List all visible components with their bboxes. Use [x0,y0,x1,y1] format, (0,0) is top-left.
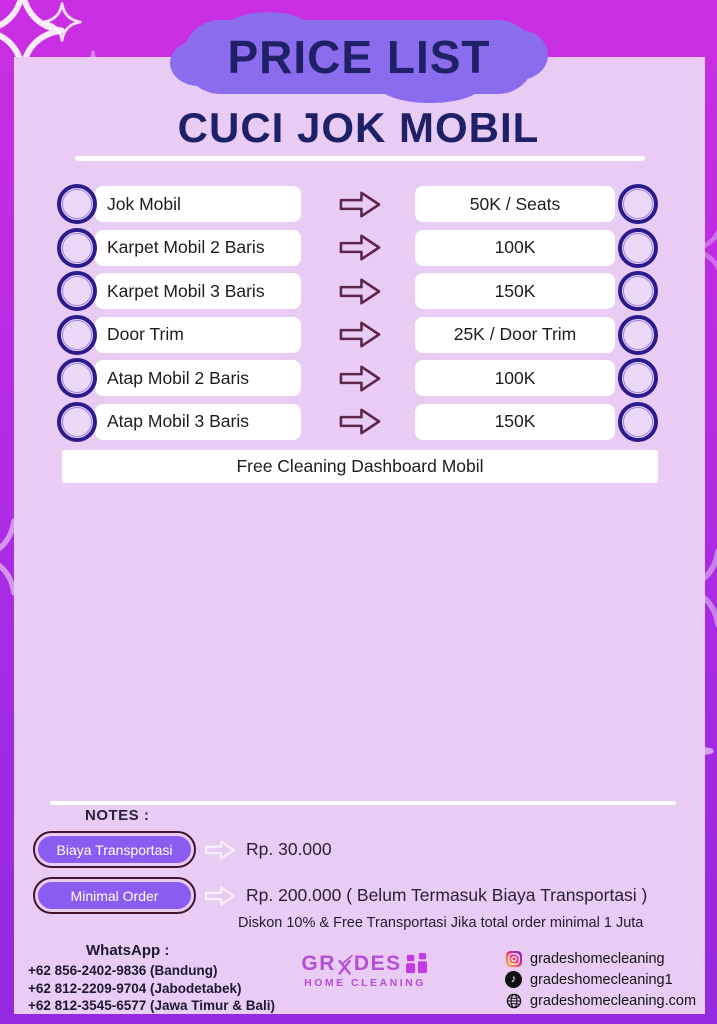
minimal-order-button: Minimal Order [33,877,196,914]
phone-number: +62 856-2402-9836 (Bandung) [28,963,218,978]
free-cleaning-banner: Free Cleaning Dashboard Mobil [62,450,658,483]
brand-name-left: GR [301,952,336,975]
blob-bump [223,12,313,52]
arrow-right-icon [205,839,235,860]
whatsapp-block: WhatsApp : +62 856-2402-9836 (Bandung) +… [28,942,275,1015]
transport-fee-value: Rp. 30.000 [246,839,332,859]
circle-icon [618,227,658,268]
item-label: Atap Mobil 2 Baris [95,360,301,396]
social-row: ♪ gradeshomecleaning1 [505,969,696,990]
price-row: Karpet Mobil 2 Baris 100K [0,227,717,268]
website-handle: gradeshomecleaning.com [530,992,697,1009]
social-row: gradeshomecleaning [505,948,696,969]
circle-icon [618,184,658,224]
brand-tagline: HOME CLEANING [304,977,426,989]
price-value: 25K / Door Trim [415,316,615,353]
page-title: PRICE LIST [227,31,491,83]
arrow-right-icon [339,321,381,348]
tiktok-icon: ♪ [505,971,522,988]
price-value: 150K [415,403,615,440]
price-value: 150K [415,273,615,309]
arrow-right-icon [339,190,381,218]
item-label: Jok Mobil [95,186,301,222]
phone-number: +62 812-3545-6577 (Jawa Timur & Bali) [28,998,276,1013]
note-row-minimal-order: Minimal Order Rp. 200.000 ( Belum Termas… [33,877,647,914]
circle-icon [618,358,658,398]
transport-fee-label: Biaya Transportasi [38,836,191,863]
arrow-right-icon [339,408,381,435]
people-icon [405,953,427,974]
item-label: Atap Mobil 3 Baris [95,403,301,440]
transport-fee-button: Biaya Transportasi [33,831,196,868]
price-value: 100K [415,360,615,396]
instagram-handle: gradeshomecleaning [530,950,665,967]
circle-icon [618,271,658,311]
brand-name-right: DES [353,952,402,975]
circle-icon [57,184,97,224]
price-table: Jok Mobil 50K / Seats Karpet Mobil 2 Bar… [0,184,717,447]
circle-icon [57,401,97,442]
title-blob: PRICE LIST [170,12,548,103]
circle-icon [57,271,97,311]
minimal-order-label: Minimal Order [38,882,191,909]
page-subtitle: CUCI JOK MOBIL [177,104,540,151]
sparkle-icon [42,2,82,42]
blob-bump [375,61,485,103]
notes-divider [50,801,676,805]
arrow-right-icon [339,364,381,392]
stylized-a-icon [338,955,353,975]
brand-logo: GR DES HOME CLEANING [295,953,435,989]
circle-icon [618,314,658,355]
phone-number: +62 812-2209-9704 (Jabodetabek) [28,980,242,996]
circle-icon [57,227,97,268]
title-divider [75,156,645,161]
notes-heading: NOTES : [85,807,150,824]
social-row: gradeshomecleaning.com [505,990,696,1011]
whatsapp-heading: WhatsApp : [86,942,170,959]
social-block: gradeshomecleaning ♪ gradeshomecleaning1… [505,948,696,1011]
price-row: Atap Mobil 2 Baris 100K [0,358,717,398]
price-value: 100K [415,229,615,266]
price-row: Jok Mobil 50K / Seats [0,184,717,224]
instagram-icon [505,950,522,967]
item-label: Karpet Mobil 3 Baris [95,273,301,309]
price-row: Karpet Mobil 3 Baris 150K [0,271,717,311]
arrow-right-icon [339,234,381,261]
item-label: Karpet Mobil 2 Baris [95,229,301,266]
arrow-right-icon [205,885,235,906]
price-value: 50K / Seats [415,186,615,222]
price-row: Atap Mobil 3 Baris 150K [0,401,717,442]
circle-icon [57,358,97,398]
note-row-transport: Biaya Transportasi Rp. 30.000 [33,831,332,868]
tiktok-handle: gradeshomecleaning1 [530,971,673,988]
circle-icon [618,401,658,442]
brand-name: GR DES [295,953,435,975]
price-row: Door Trim 25K / Door Trim [0,314,717,355]
circle-icon [57,314,97,355]
arrow-right-icon [339,277,381,305]
minimal-order-value: Rp. 200.000 ( Belum Termasuk Biaya Trans… [246,885,648,905]
item-label: Door Trim [95,316,301,353]
discount-note: Diskon 10% & Free Transportasi Jika tota… [238,915,644,931]
globe-icon [505,992,522,1009]
